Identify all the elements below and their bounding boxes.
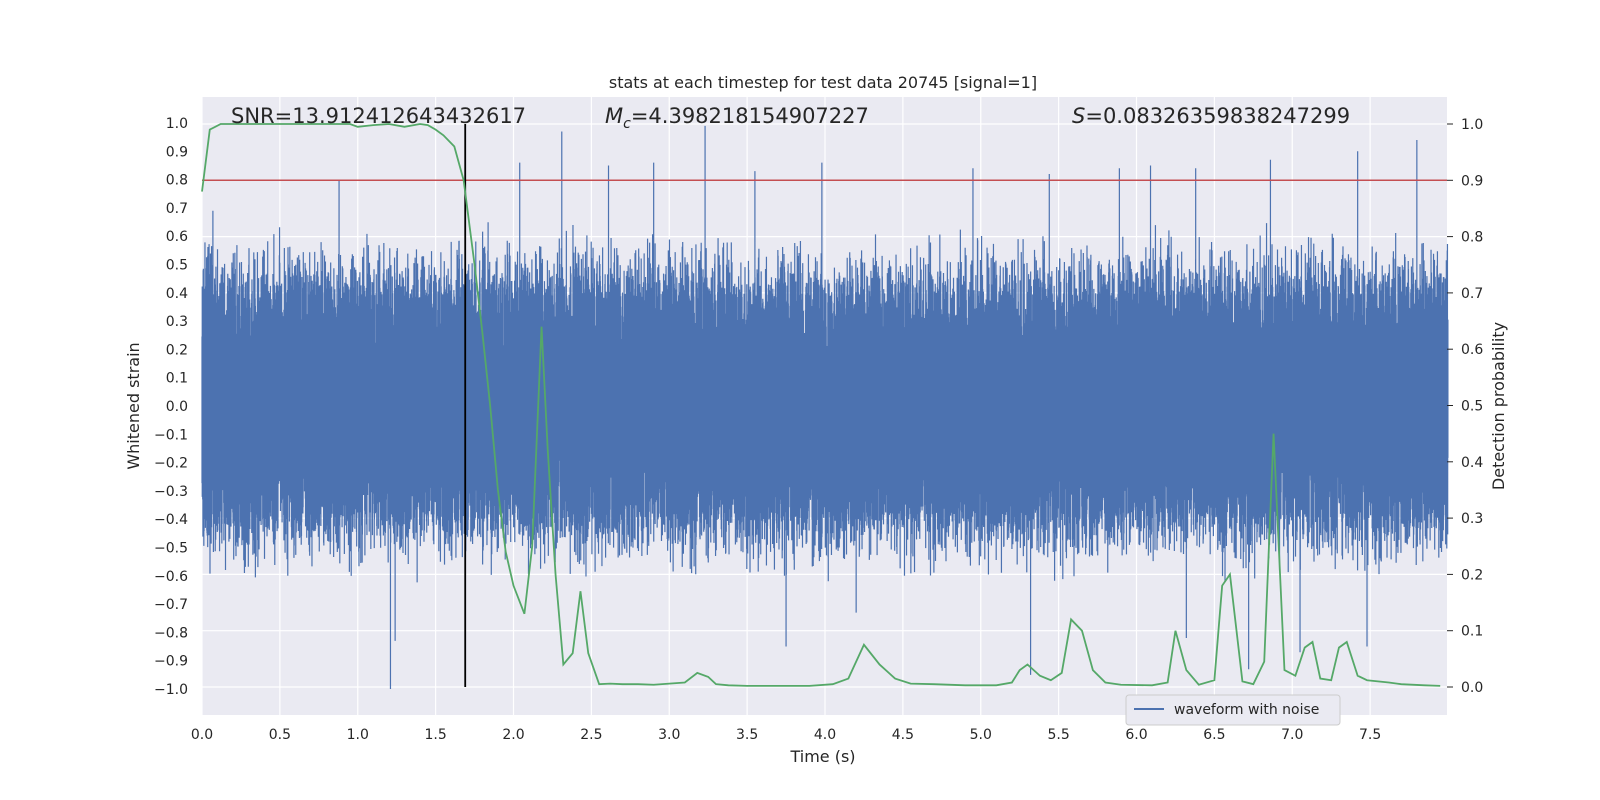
right-y-tick-label: 0.3 <box>1461 511 1483 527</box>
left-y-tick-label: −0.7 <box>154 597 188 613</box>
right-y-tick-label: 1.0 <box>1461 117 1483 133</box>
left-y-tick-label: −0.9 <box>154 654 188 670</box>
x-tick-label: 7.0 <box>1281 727 1303 743</box>
legend-label: waveform with noise <box>1174 702 1319 718</box>
chirp-mass-annotation: Mc=4.398218154907227 <box>605 104 869 132</box>
s-annotation: S=0.08326359838247299 <box>1072 104 1350 128</box>
chart-title: stats at each timestep for test data 207… <box>609 73 1037 92</box>
left-y-axis-label: Whitened strain <box>124 342 143 469</box>
left-y-tick-label: 0.8 <box>166 173 188 189</box>
left-y-tick-label: 0.5 <box>166 258 188 274</box>
left-y-tick-label: 1.0 <box>166 116 188 132</box>
legend-box <box>1125 694 1341 726</box>
left-y-tick-label: 0.2 <box>166 342 188 358</box>
right-y-tick-label: 0.4 <box>1461 455 1483 471</box>
detection-probability-series <box>201 123 1441 687</box>
left-y-tick-label: 0.4 <box>166 286 188 302</box>
left-y-tick-label: −0.2 <box>154 456 188 472</box>
left-y-tick-label: −0.3 <box>154 484 188 500</box>
x-tick-label: 3.5 <box>736 727 758 743</box>
right-y-tick-label: 0.8 <box>1461 230 1483 246</box>
right-y-tick-label: 0.6 <box>1461 342 1483 358</box>
x-tick-label: 5.5 <box>1047 727 1069 743</box>
x-tick-label: 4.5 <box>892 727 914 743</box>
left-y-tick-label: −0.5 <box>154 541 188 557</box>
x-tick-label: 0.5 <box>269 727 291 743</box>
left-y-tick-label: −0.4 <box>154 512 188 528</box>
x-tick-label: 2.5 <box>580 727 602 743</box>
left-y-tick-label: 0.9 <box>166 144 188 160</box>
x-tick-label: 7.5 <box>1359 727 1381 743</box>
right-y-tick-label: 0.1 <box>1461 624 1483 640</box>
x-tick-label: 3.0 <box>658 727 680 743</box>
left-y-tick-label: 0.1 <box>166 371 188 387</box>
x-tick-label: 6.0 <box>1125 727 1147 743</box>
right-y-axis-label: Detection probability <box>1489 322 1508 490</box>
legend: waveform with noise <box>1125 694 1341 726</box>
x-tick-label: 4.0 <box>814 727 836 743</box>
left-y-tick-label: 0.6 <box>166 229 188 245</box>
x-tick-label: 6.5 <box>1203 727 1225 743</box>
right-y-tick-label: 0.9 <box>1461 173 1483 189</box>
x-axis-ticks: 0.0 0.5 1.0 1.5 2.0 2.5 3.0 3.5 4.0 4.5 5.0 5.5 6.0 6… <box>191 727 1381 743</box>
right-y-tick-label: 0.2 <box>1461 567 1483 583</box>
waveform-series <box>201 125 1449 689</box>
x-tick-label: 1.5 <box>424 727 446 743</box>
right-y-axis-ticks: 1.0 0.9 0.8 0.7 0.6 0.5 0.4 0.3 0.2 0.1 0.0 <box>1447 117 1483 696</box>
waveform-trace <box>201 125 1449 689</box>
left-y-tick-label: 0.3 <box>166 314 188 330</box>
snr-annotation: SNR=13.912412643432617 <box>231 104 526 128</box>
x-tick-label: 0.0 <box>191 727 213 743</box>
right-y-tick-label: 0.7 <box>1461 286 1483 302</box>
left-y-tick-label: −0.6 <box>154 569 188 585</box>
x-tick-label: 1.0 <box>347 727 369 743</box>
left-y-tick-label: 0.7 <box>166 201 188 217</box>
right-y-tick-label: 0.0 <box>1461 680 1483 696</box>
right-y-tick-label: 0.5 <box>1461 399 1483 415</box>
left-y-tick-label: −0.8 <box>154 625 188 641</box>
left-y-tick-label: −0.1 <box>154 427 188 443</box>
x-tick-label: 2.0 <box>502 727 524 743</box>
left-y-tick-label: −1.0 <box>154 682 188 698</box>
x-axis-label: Time (s) <box>789 747 855 766</box>
x-tick-label: 5.0 <box>970 727 992 743</box>
left-y-tick-label: 0.0 <box>166 399 188 415</box>
left-y-axis-ticks: 1.0 0.9 0.8 0.7 0.6 0.5 0.4 0.3 0.2 0.1 0.0 −0.1 −0.… <box>154 116 188 698</box>
